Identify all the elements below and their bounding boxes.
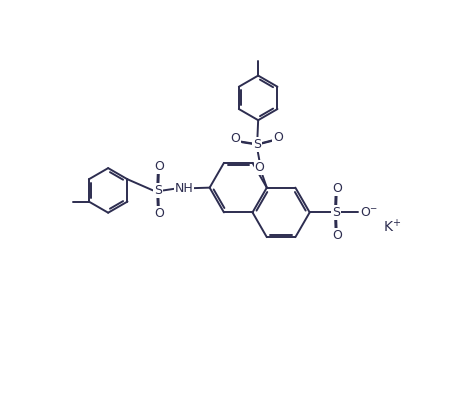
Text: O: O (154, 160, 164, 173)
Text: S: S (154, 184, 162, 197)
Text: O: O (273, 131, 283, 144)
Text: O: O (332, 229, 342, 242)
Text: O: O (230, 132, 240, 145)
Text: O: O (154, 207, 164, 220)
Text: O: O (255, 160, 265, 173)
Text: O: O (332, 183, 342, 195)
Text: NH: NH (175, 182, 193, 195)
Text: K$^{+}$: K$^{+}$ (383, 218, 401, 235)
Text: S: S (253, 138, 261, 151)
Text: O$^{-}$: O$^{-}$ (360, 206, 379, 219)
Text: S: S (332, 206, 340, 219)
